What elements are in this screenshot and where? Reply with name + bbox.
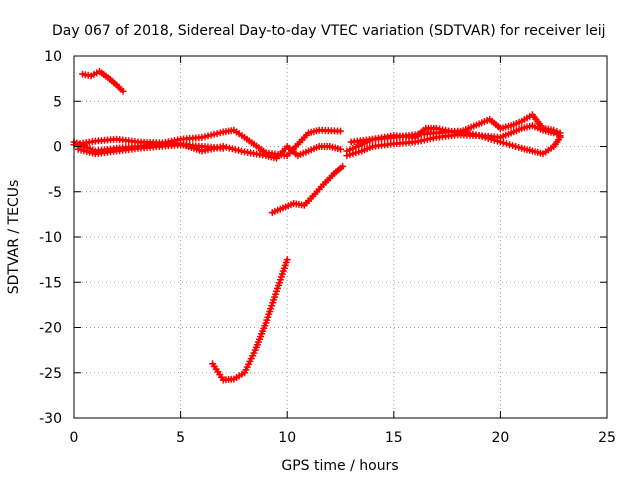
x-tick-label: 5 xyxy=(176,430,185,446)
data-point xyxy=(337,127,344,135)
data-point xyxy=(553,130,561,138)
series-arc-4 xyxy=(74,141,227,158)
series-arc-6 xyxy=(209,256,291,384)
x-tick-label: 15 xyxy=(385,430,403,446)
ticks xyxy=(73,55,608,419)
tick-labels: 0 5 10 15 20 25 10 5 0 -5 -10 -15 -20 -25 -30 xyxy=(39,49,616,446)
series-arc-1 xyxy=(79,67,127,95)
data-point xyxy=(506,141,513,149)
data-point xyxy=(512,143,520,150)
data-point xyxy=(219,144,227,152)
data-point xyxy=(283,256,291,264)
y-tick-label: -10 xyxy=(39,230,62,246)
chart-title: Day 067 of 2018, Sidereal Day-to-day VTE… xyxy=(52,23,606,39)
y-tick-label: -30 xyxy=(39,411,62,427)
x-axis-label: GPS time / hours xyxy=(281,458,398,474)
y-tick-label: 5 xyxy=(53,94,62,110)
y-tick-label: -25 xyxy=(39,366,62,382)
data-point xyxy=(213,130,221,138)
data-point xyxy=(231,146,239,154)
x-tick-label: 0 xyxy=(70,430,79,446)
y-tick-label: -15 xyxy=(39,275,62,291)
y-axis-label: SDTVAR / TECUs xyxy=(6,180,22,295)
series-arc-5 xyxy=(268,162,347,217)
x-tick-label: 10 xyxy=(278,430,296,446)
plot-frame xyxy=(73,55,608,419)
data-point xyxy=(550,129,558,137)
data-point xyxy=(119,87,127,95)
x-tick-label: 25 xyxy=(598,430,616,446)
series-arc-9 xyxy=(347,122,564,146)
y-tick-label: 10 xyxy=(44,49,62,65)
data-point xyxy=(499,139,507,147)
x-tick-label: 20 xyxy=(491,430,509,446)
data-point xyxy=(556,132,564,140)
data-layer xyxy=(70,67,564,384)
data-point xyxy=(337,145,344,153)
grid xyxy=(74,56,607,418)
y-tick-label: 0 xyxy=(53,140,62,156)
data-point xyxy=(339,162,347,170)
y-tick-label: -5 xyxy=(48,185,62,201)
y-tick-label: -20 xyxy=(39,321,62,337)
series-arc-8 xyxy=(343,131,564,160)
data-point xyxy=(204,132,212,140)
